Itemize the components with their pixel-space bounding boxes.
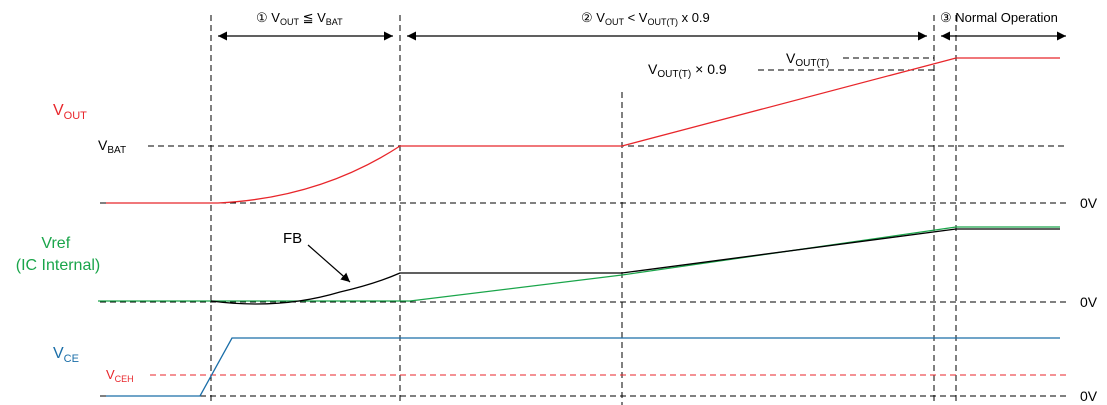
vout-signal-label: VOUT	[53, 102, 87, 122]
vceh-level-label: VCEH	[106, 367, 134, 384]
time-markers	[210, 15, 957, 405]
zero-label-vout: 0V	[1080, 195, 1098, 211]
vref-waveform	[98, 226, 1060, 302]
zero-label-vref: 0V	[1080, 294, 1098, 310]
zero-label-vce: 0V	[1080, 388, 1098, 404]
phase-3-label: ③ Normal Operation	[940, 10, 1058, 25]
fb-label: FB	[283, 230, 302, 247]
vce-waveform	[106, 337, 1060, 397]
fb-pointer-arrow	[307, 244, 351, 283]
vout-waveform	[106, 57, 1060, 204]
vbat-level-label: VBAT	[98, 137, 126, 156]
fb-waveform	[210, 228, 1060, 305]
phase-1-label: ① VOUT ≦ VBAT	[256, 10, 343, 27]
vce-signal-label: VCE	[53, 345, 79, 365]
vout-t-09-level-label: VOUT(T) × 0.9	[648, 61, 727, 80]
reference-lines	[100, 57, 1068, 397]
vout-t-level-label: VOUT(T)	[786, 50, 829, 69]
vref-signal-label: Vref (IC Internal)	[16, 235, 100, 274]
phase-2-label: ② VOUT < VOUT(T) x 0.9	[581, 10, 710, 27]
